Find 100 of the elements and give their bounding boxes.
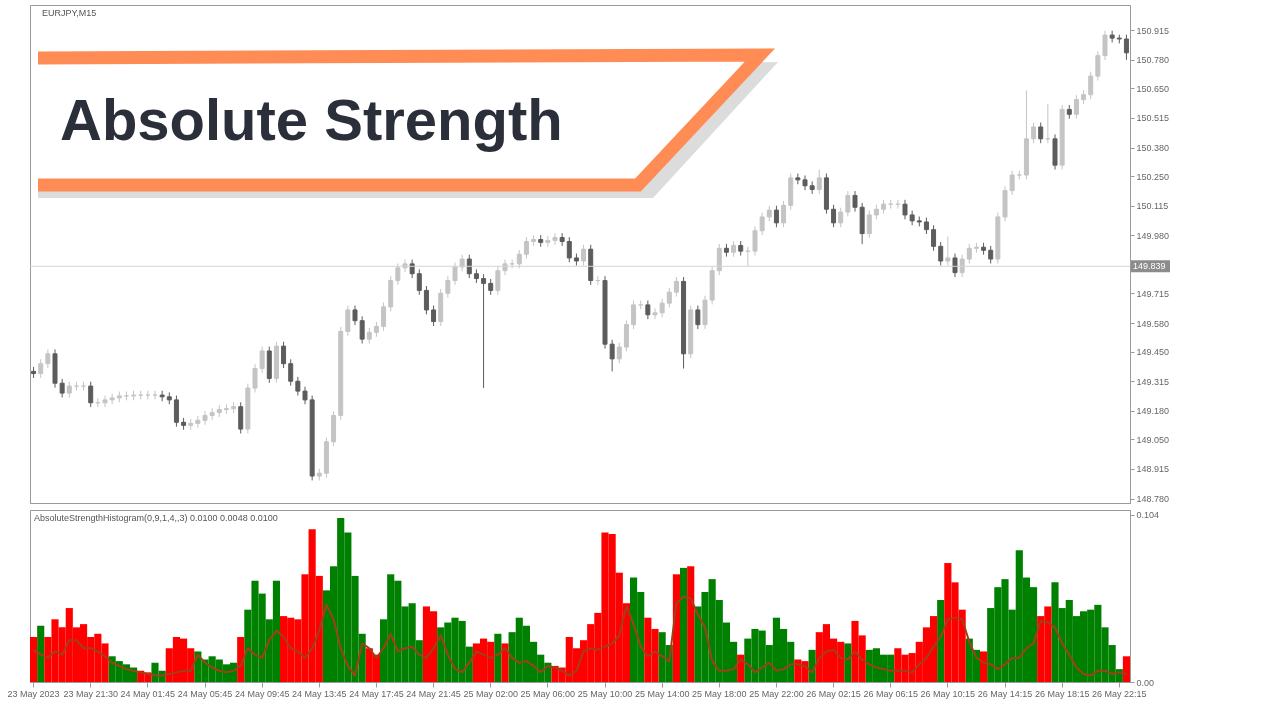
x-tick-label: 25 May 18:00 <box>692 688 747 699</box>
candlestick <box>623 319 629 352</box>
y-tick-label: 149.980 <box>1136 230 1170 241</box>
x-tick-label: 26 May 22:15 <box>1092 688 1147 699</box>
candlestick <box>559 232 565 247</box>
candlestick <box>816 169 822 195</box>
y-tick-label: 149.315 <box>1136 376 1170 387</box>
candlestick <box>716 243 722 276</box>
x-tick-label: 25 May 06:00 <box>520 688 576 699</box>
candlestick <box>152 390 158 400</box>
candlestick <box>695 305 701 330</box>
candlestick <box>409 258 415 279</box>
text: Absolute Strength <box>60 86 563 153</box>
candlestick <box>38 358 44 379</box>
bar <box>687 566 695 682</box>
candlestick <box>509 258 515 269</box>
candlestick <box>345 305 351 337</box>
y-tick-label: 149.180 <box>1136 406 1170 417</box>
candlestick <box>1038 122 1044 144</box>
bar <box>37 625 45 682</box>
candlestick <box>645 300 651 320</box>
x-tick-label: 24 May 13:45 <box>292 688 347 699</box>
candlestick <box>838 207 844 228</box>
candlestick <box>1123 34 1129 61</box>
bar <box>494 633 502 682</box>
candlestick <box>281 341 287 369</box>
y-tick-label: 150.115 <box>1136 201 1169 212</box>
candlestick <box>1109 30 1115 44</box>
x-tick-label: 25 May 02:00 <box>463 688 518 699</box>
candlestick <box>866 210 872 239</box>
candlestick <box>1088 71 1094 100</box>
candlestick <box>945 235 951 266</box>
y-tick-label: 148.780 <box>1136 494 1170 505</box>
y-tick-label: 150.915 <box>1136 25 1170 36</box>
candlestick <box>931 224 937 252</box>
bar <box>501 643 509 682</box>
bar <box>237 636 245 682</box>
candlestick <box>616 342 622 364</box>
x-tick-label: 26 May 14:15 <box>977 688 1033 699</box>
candlestick <box>631 300 637 330</box>
candlestick <box>173 395 179 428</box>
candlestick <box>288 358 294 387</box>
x-tick-label: 24 May 17:45 <box>349 688 404 699</box>
candlestick <box>381 301 387 332</box>
y-tick-label: 0.00 <box>1136 677 1155 688</box>
candlestick <box>566 236 572 263</box>
candlestick <box>88 381 94 408</box>
candlestick <box>416 268 422 296</box>
candlestick <box>845 190 851 217</box>
candlestick <box>423 285 429 315</box>
candlestick <box>952 253 958 278</box>
candlestick <box>773 205 779 228</box>
y-tick-label: 148.915 <box>1136 464 1170 475</box>
y-tick-label: 149.050 <box>1136 434 1170 445</box>
y-tick-label: 150.780 <box>1136 55 1170 66</box>
ref-line-label: 149.839 <box>1133 261 1166 272</box>
x-tick-label: 24 May 01:45 <box>120 688 176 699</box>
y-tick-label: 149.715 <box>1136 288 1170 299</box>
candlestick <box>1073 94 1079 120</box>
x-tick-label: 25 May 22:00 <box>749 688 804 699</box>
candlestick <box>745 246 751 267</box>
candlestick <box>523 236 529 260</box>
x-tick-label: 24 May 21:45 <box>406 688 461 699</box>
y-tick-label: 150.250 <box>1136 171 1170 182</box>
candlestick <box>516 249 522 269</box>
bar <box>672 574 680 682</box>
y-tick-label: 149.580 <box>1136 318 1170 329</box>
annotation: EURJPY,M15 <box>42 8 97 18</box>
bar <box>1122 656 1130 682</box>
candlestick <box>959 254 965 278</box>
y-tick-label: 150.515 <box>1136 113 1170 124</box>
candlestick <box>431 305 437 327</box>
x-tick-label: 25 May 14:00 <box>634 688 690 699</box>
x-tick-label: 26 May 18:15 <box>1034 688 1090 699</box>
candlestick <box>966 243 972 264</box>
x-tick-label: 24 May 05:45 <box>177 688 233 699</box>
y-tick-label: 0.104 <box>1136 510 1160 521</box>
x-tick-label: 26 May 02:15 <box>806 688 861 699</box>
x-tick-label: 24 May 09:45 <box>234 688 290 699</box>
y-tick-label: 149.450 <box>1136 347 1170 358</box>
candlestick <box>831 204 837 228</box>
bar <box>30 636 38 682</box>
candlestick <box>238 401 244 434</box>
x-tick-label: 25 May 10:00 <box>577 688 633 699</box>
y-tick-label: 150.650 <box>1136 83 1170 94</box>
x-tick-label: 26 May 10:15 <box>920 688 976 699</box>
bar <box>680 567 688 682</box>
candlestick <box>1031 122 1037 144</box>
candlestick <box>145 390 151 400</box>
candlestick <box>673 276 679 298</box>
candlestick <box>666 287 672 309</box>
candlestick <box>781 200 787 228</box>
x-tick-label: 23 May 21:30 <box>63 688 118 699</box>
candlestick <box>45 348 51 369</box>
candlestick <box>938 241 944 266</box>
chart-title: AbsoluteStrengthHistogram(0,9,1,4,,3) 0.0100 0.0048 0.0100 <box>34 513 278 523</box>
x-tick-label: 26 May 06:15 <box>863 688 918 699</box>
candlestick <box>159 390 165 402</box>
candlestick <box>581 244 587 266</box>
bar <box>844 643 852 682</box>
